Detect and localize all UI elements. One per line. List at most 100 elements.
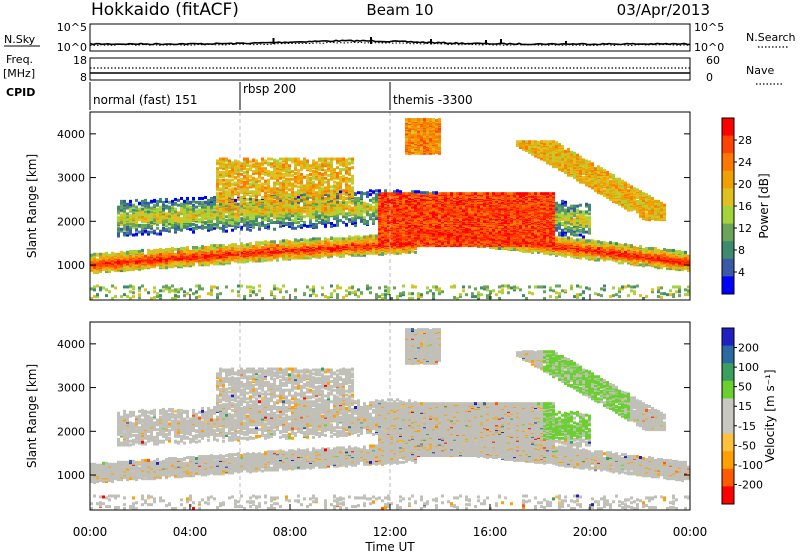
heatmap-cell bbox=[261, 205, 264, 209]
heatmap-cell bbox=[144, 261, 147, 265]
heatmap-cell bbox=[399, 251, 402, 255]
heatmap-cell bbox=[186, 203, 189, 207]
heatmap-cell bbox=[228, 162, 231, 166]
heatmap-cell bbox=[255, 167, 258, 171]
heatmap-cell bbox=[303, 166, 306, 170]
heatmap-cell bbox=[285, 242, 288, 246]
heatmap-cell bbox=[216, 192, 219, 196]
heatmap-cell bbox=[351, 192, 354, 196]
heatmap-cell bbox=[204, 221, 207, 225]
heatmap-cell bbox=[291, 251, 294, 255]
heatmap-cell bbox=[303, 164, 306, 168]
heatmap-cell bbox=[117, 267, 120, 271]
heatmap-cell bbox=[318, 237, 321, 241]
heatmap-cell bbox=[141, 218, 144, 222]
heatmap-cell bbox=[93, 288, 96, 292]
heatmap-cell bbox=[189, 223, 192, 227]
heatmap-cell bbox=[342, 211, 345, 215]
heatmap-cell bbox=[285, 168, 288, 172]
heatmap-cell bbox=[258, 165, 261, 169]
heatmap-cell bbox=[162, 206, 165, 210]
heatmap-cell bbox=[279, 186, 282, 190]
heatmap-cell bbox=[360, 216, 363, 220]
heatmap-cell bbox=[285, 164, 288, 168]
heatmap-cell bbox=[276, 187, 279, 191]
heatmap-cell bbox=[270, 165, 273, 169]
heatmap-cell bbox=[150, 224, 153, 228]
heatmap-cell bbox=[156, 292, 159, 296]
heatmap-cell bbox=[324, 220, 327, 224]
heatmap-cell bbox=[258, 198, 261, 202]
heatmap-cell bbox=[240, 190, 243, 194]
heatmap-cell bbox=[219, 164, 222, 168]
heatmap-cell bbox=[225, 249, 228, 253]
heatmap-cell bbox=[276, 182, 279, 186]
heatmap-cell bbox=[204, 200, 207, 204]
heatmap-cell bbox=[207, 226, 210, 230]
heatmap-cell bbox=[279, 222, 282, 226]
heatmap-cell bbox=[123, 251, 126, 255]
heatmap-cell bbox=[174, 260, 177, 264]
heatmap-cell bbox=[279, 207, 282, 211]
heatmap-cell bbox=[219, 211, 222, 215]
heatmap-cell bbox=[294, 201, 297, 205]
heatmap-cell bbox=[336, 171, 339, 175]
heatmap-cell bbox=[285, 239, 288, 243]
heatmap-cell bbox=[345, 184, 348, 188]
heatmap-cell bbox=[321, 249, 324, 253]
heatmap-cell bbox=[303, 199, 306, 203]
title-center: Beam 10 bbox=[366, 1, 433, 19]
heatmap-cell bbox=[267, 201, 270, 205]
heatmap-cell bbox=[252, 204, 255, 208]
heatmap-cell bbox=[240, 185, 243, 189]
heatmap-cell bbox=[123, 203, 126, 207]
heatmap-cell bbox=[306, 191, 309, 195]
heatmap-cell bbox=[255, 187, 258, 191]
heatmap-cell bbox=[255, 246, 258, 250]
heatmap-cell bbox=[372, 198, 375, 202]
heatmap-cell bbox=[150, 297, 153, 300]
heatmap-cell bbox=[216, 244, 219, 248]
heatmap-cell bbox=[192, 196, 195, 200]
heatmap-cell bbox=[240, 242, 243, 246]
heatmap-cell bbox=[363, 205, 366, 209]
heatmap-cell bbox=[228, 188, 231, 192]
heatmap-cell bbox=[327, 173, 330, 177]
heatmap-cell bbox=[258, 179, 261, 183]
heatmap-cell bbox=[216, 197, 219, 201]
heatmap-cell bbox=[138, 265, 141, 269]
heatmap-cell bbox=[234, 212, 237, 216]
heatmap-cell bbox=[132, 214, 135, 218]
heatmap-cell bbox=[381, 293, 384, 297]
heatmap-cell bbox=[294, 167, 297, 171]
heatmap-cell bbox=[318, 184, 321, 188]
heatmap-cell bbox=[213, 213, 216, 217]
heatmap-cell bbox=[261, 167, 264, 171]
heatmap-cell bbox=[249, 160, 252, 164]
heatmap-cell bbox=[159, 197, 162, 201]
heatmap-cell bbox=[186, 220, 189, 224]
heatmap-cell bbox=[255, 244, 258, 248]
heatmap-cell bbox=[408, 130, 411, 134]
heatmap-cell bbox=[159, 247, 162, 251]
heatmap-cell bbox=[246, 246, 249, 250]
heatmap-cell bbox=[276, 287, 279, 291]
heatmap-cell bbox=[246, 157, 249, 161]
heatmap-cell bbox=[150, 263, 153, 267]
heatmap-cell bbox=[243, 170, 246, 174]
heatmap-cell bbox=[318, 171, 321, 175]
heatmap-cell bbox=[405, 132, 408, 136]
heatmap-cell bbox=[219, 226, 222, 230]
heatmap-cell bbox=[255, 256, 258, 260]
heatmap-cell bbox=[294, 184, 297, 188]
heatmap-cell bbox=[123, 293, 126, 297]
heatmap-cell bbox=[354, 293, 357, 297]
heatmap-cell bbox=[228, 218, 231, 222]
heatmap-cell bbox=[168, 229, 171, 233]
heatmap-cell bbox=[294, 238, 297, 242]
heatmap-cell bbox=[138, 286, 141, 290]
heatmap-cell bbox=[117, 205, 120, 209]
heatmap-cell bbox=[222, 218, 225, 222]
heatmap-cell bbox=[156, 222, 159, 226]
heatmap-cell bbox=[126, 295, 129, 299]
